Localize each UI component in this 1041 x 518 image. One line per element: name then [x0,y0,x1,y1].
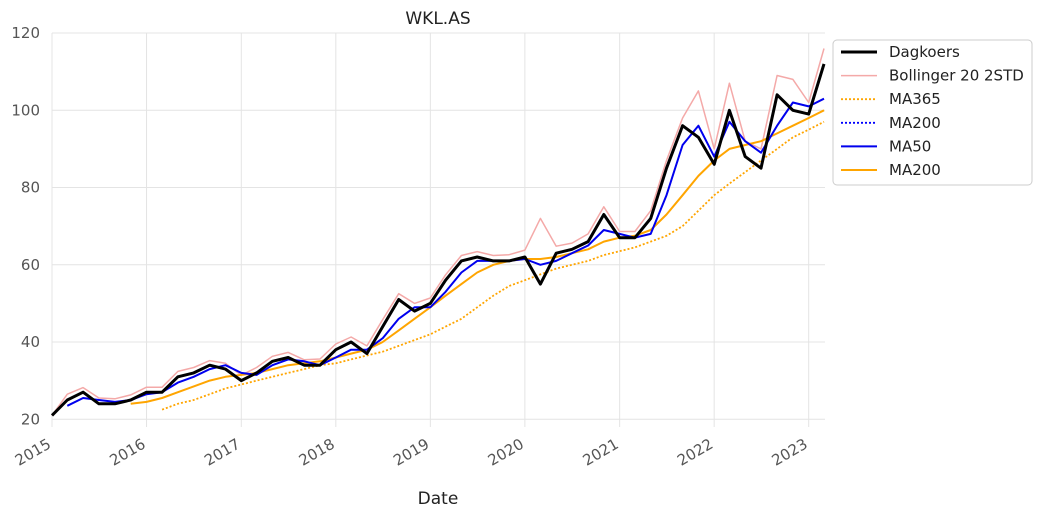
x-tick-label: 2022 [674,435,716,470]
series-line-4 [66,97,825,407]
legend-label: MA365 [889,90,941,108]
y-tick-label: 60 [21,256,40,274]
x-tick-label: 2017 [201,435,243,470]
series-line-2 [161,120,825,411]
x-axis-label: Date [418,489,459,509]
legend-label: MA200 [889,114,941,132]
x-tick-label: 2020 [485,435,527,470]
y-tick-label: 80 [21,179,40,197]
x-tick-label: 2016 [106,435,148,470]
legend-label: Bollinger 20 2STD [889,67,1024,85]
legend-label: MA50 [889,137,931,155]
y-tick-label: 40 [21,333,40,351]
chart-title: WKL.AS [405,9,470,29]
tick-labels: 20 40 60 80 100 120 2015 2016 2017 2018 2019 2020 20… [11,24,810,470]
x-tick-label: 2018 [296,435,338,470]
y-tick-label: 20 [21,410,40,428]
legend: Dagkoers Bollinger 20 2STD MA365 MA200 MA50 M… [832,39,1033,186]
series-layer [50,48,826,417]
x-tick-label: 2023 [769,435,811,470]
legend-label: Dagkoers [889,43,960,61]
y-tick-label: 120 [11,24,40,42]
y-tick-label: 100 [11,101,40,119]
legend-label: MA200 [889,161,941,179]
x-tick-label: 2019 [390,435,432,470]
x-tick-label: 2021 [580,435,622,470]
grid-lines [51,32,825,427]
legend-box [832,39,1033,186]
x-tick-label: 2015 [12,435,54,470]
series-line-0 [50,63,826,417]
series-line-1 [51,48,825,416]
